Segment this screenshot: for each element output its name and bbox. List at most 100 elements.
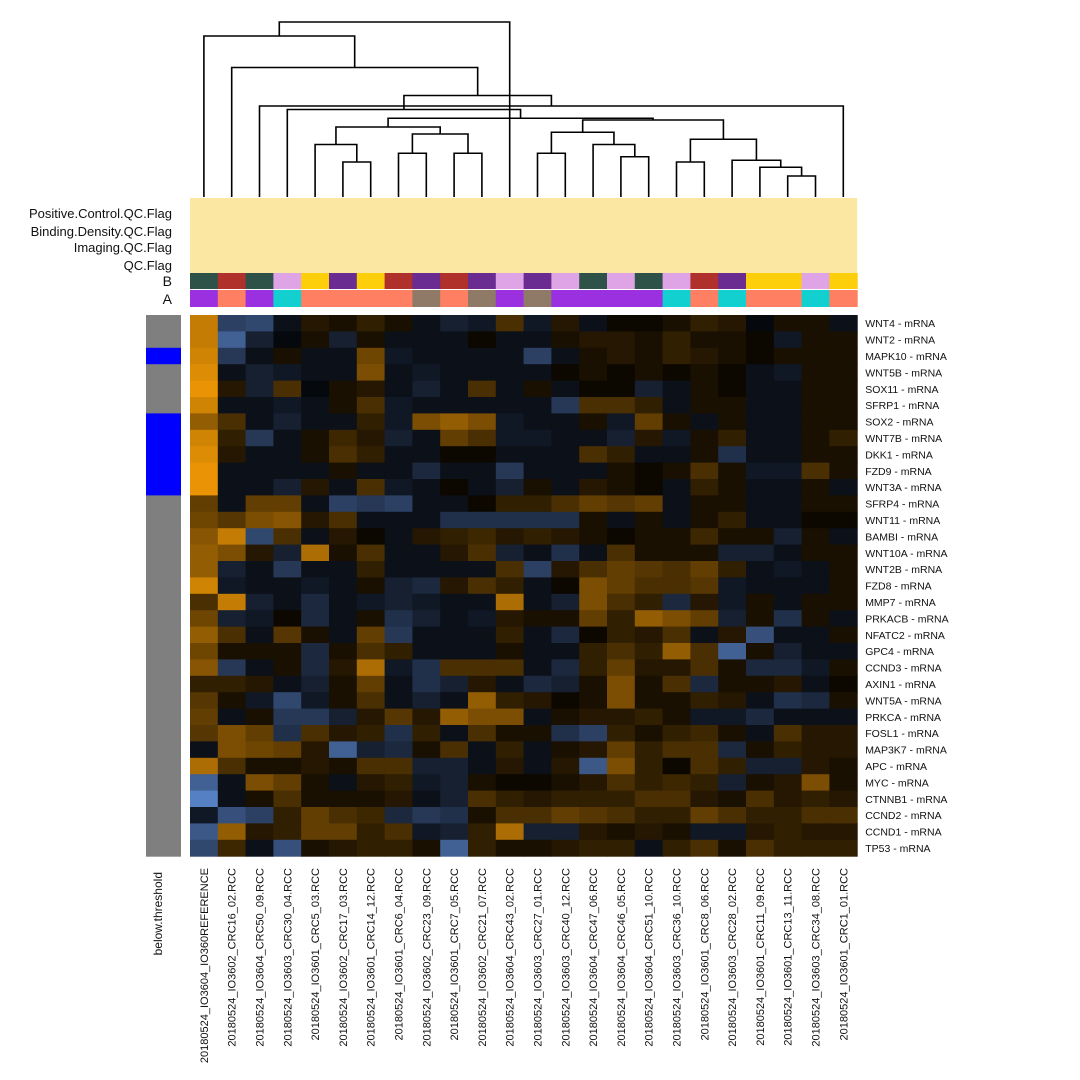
heatmap-cell: [356, 626, 386, 644]
heatmap-cell: [746, 757, 775, 775]
heatmap-cell: [829, 643, 858, 660]
heatmap-cell: [718, 643, 747, 660]
heatmap-cell: [607, 807, 636, 824]
heatmap-cell: [801, 807, 830, 824]
heatmap-cell: [245, 675, 274, 693]
heatmap-cell: [301, 479, 330, 496]
heatmap-cell: [329, 544, 358, 562]
heatmap-cell: [384, 347, 413, 365]
heatmap-cell: [746, 790, 775, 808]
heatmap-cell: [273, 823, 302, 841]
heatmap-cell: [412, 823, 441, 841]
heatmap-cell: [190, 315, 219, 332]
heatmap-cell: [412, 675, 441, 693]
heatmap-cell: [384, 757, 413, 775]
heatmap-cell: [829, 708, 858, 726]
heatmap-cell: [607, 315, 636, 332]
annotation-a-cell: [634, 290, 664, 307]
heatmap-cell: [718, 429, 747, 447]
row-annotation-cell: [146, 839, 181, 857]
heatmap-cell: [634, 692, 664, 710]
heatmap-cell: [551, 331, 580, 349]
heatmap-cell: [801, 347, 830, 365]
heatmap-cell: [523, 626, 552, 644]
heatmap-cell: [662, 692, 691, 710]
annotation-a-cell: [773, 290, 803, 307]
heatmap-cell: [356, 364, 386, 382]
heatmap-cell: [329, 528, 358, 546]
heatmap-cell: [662, 479, 691, 496]
heatmap-cell: [301, 593, 330, 611]
heatmap-cell: [523, 790, 552, 808]
column-label: 20180524_IO3601_CRC5_03.RCC: [310, 868, 322, 1041]
heatmap-cell: [273, 790, 302, 808]
heatmap-cell: [273, 774, 302, 792]
heatmap-cell: [773, 839, 803, 857]
heatmap-cell: [190, 462, 219, 480]
heatmap-cell: [773, 626, 803, 644]
heatmap-cell: [773, 692, 803, 710]
heatmap-cell: [690, 823, 719, 841]
annotation-a-cell: [495, 290, 525, 307]
row-annotation-cell: [146, 479, 181, 496]
heatmap-cell: [801, 479, 830, 496]
heatmap-cell: [607, 593, 636, 611]
heatmap-cell: [607, 839, 636, 857]
column-label: 20180524_IO3604_CRC43_02.RCC: [505, 868, 517, 1047]
heatmap-cell: [329, 577, 358, 595]
row-annotation-cell: [146, 511, 181, 529]
heatmap-cell: [551, 807, 580, 824]
column-label: 20180524_IO3601_CRC1_01.RCC: [838, 868, 850, 1041]
heatmap-cell: [495, 725, 525, 742]
heatmap-cell: [634, 577, 664, 595]
row-label: SOX11 - mRNA: [865, 384, 938, 396]
annotation-a-cell: [801, 290, 830, 307]
heatmap-cell: [217, 462, 247, 480]
heatmap-cell: [245, 413, 274, 431]
heatmap-cell: [523, 479, 552, 496]
heatmap-cell: [440, 610, 469, 628]
annotation-b-cell: [356, 273, 386, 289]
heatmap-cell: [217, 561, 247, 578]
heatmap-cell: [329, 511, 358, 529]
heatmap-cell: [384, 446, 413, 464]
heatmap-cell: [801, 446, 830, 464]
heatmap-cell: [551, 708, 580, 726]
heatmap-cell: [607, 413, 636, 431]
heatmap-cell: [356, 528, 386, 546]
column-label: 20180524_IO3603_CRC34_08.RCC: [811, 868, 823, 1047]
heatmap-cell: [607, 511, 636, 529]
heatmap-cell: [662, 790, 691, 808]
heatmap-cell: [662, 315, 691, 332]
heatmap-cell: [746, 593, 775, 611]
heatmap-cell: [273, 561, 302, 578]
heatmap-cell: [412, 380, 441, 398]
heatmap-cell: [718, 413, 747, 431]
row-annotation-cell: [146, 692, 181, 710]
heatmap-cell: [190, 561, 219, 578]
heatmap-cell: [579, 692, 608, 710]
heatmap-cell: [634, 626, 664, 644]
heatmap-cell: [662, 364, 691, 382]
column-label: 20180524_IO3603_CRC28_02.RCC: [727, 868, 739, 1047]
heatmap-cell: [468, 511, 497, 529]
heatmap-cell: [829, 347, 858, 365]
heatmap-cell: [412, 643, 441, 660]
column-label: 20180524_IO3602_CRC16_02.RCC: [227, 868, 239, 1047]
annotation-a-cell: [551, 290, 580, 307]
heatmap-cell: [690, 495, 719, 513]
heatmap-cell: [329, 331, 358, 349]
heatmap-cell: [412, 347, 441, 365]
heatmap-cell: [356, 429, 386, 447]
annotation-b-cell: [245, 273, 274, 289]
heatmap-cell: [440, 643, 469, 660]
heatmap-cell: [190, 807, 219, 824]
heatmap-cell: [773, 462, 803, 480]
heatmap-cell: [217, 692, 247, 710]
heatmap-cell: [468, 544, 497, 562]
heatmap-cell: [746, 364, 775, 382]
row-label: WNT11 - mRNA: [865, 515, 940, 527]
heatmap-cell: [356, 380, 386, 398]
heatmap-cell: [579, 757, 608, 775]
heatmap-cell: [329, 347, 358, 365]
